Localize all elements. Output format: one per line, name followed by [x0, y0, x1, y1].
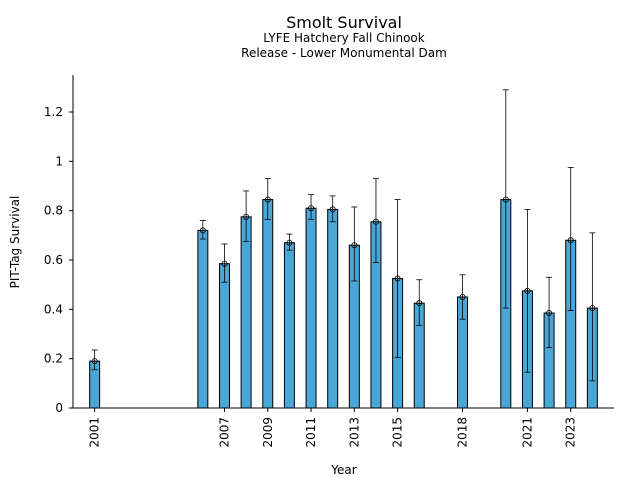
x-ticks: 2001 2007 2009 2011 2013 2015 2018 2021 2023 — [88, 408, 578, 448]
data-point-marker — [416, 300, 423, 307]
data-point-marker — [308, 205, 315, 212]
error-bar-2011 — [308, 194, 315, 220]
y-axis-label: PIT-Tag Survival — [8, 196, 22, 289]
bar-2012 — [327, 208, 339, 409]
bars-layer — [89, 199, 598, 409]
y-tick-label: 0.4 — [44, 302, 63, 316]
x-tick-label: 2015 — [391, 417, 405, 448]
data-point-marker — [264, 196, 271, 203]
error-bar-2008 — [243, 190, 250, 242]
bar-2011 — [305, 207, 317, 409]
error-bar-2007 — [221, 243, 228, 283]
data-point-marker — [199, 227, 206, 234]
error-bar-2024 — [589, 232, 596, 382]
x-tick-label: 2021 — [520, 417, 534, 448]
x-tick-label: 2009 — [261, 417, 275, 448]
y-ticks: 0 0.2 0.4 0.6 0.8 1 1.2 — [44, 105, 73, 415]
bar-2008 — [240, 216, 252, 409]
error-bar-2016 — [416, 279, 423, 326]
error-bar-2020 — [502, 89, 509, 309]
x-axis-label: Year — [330, 463, 356, 477]
error-bar-2023 — [567, 167, 574, 311]
bar-2009 — [262, 199, 274, 409]
bar-2007 — [218, 263, 230, 409]
data-point-marker — [589, 305, 596, 312]
error-bars-layer — [91, 89, 596, 382]
y-tick-label: 1 — [55, 154, 63, 168]
data-point-marker — [221, 260, 228, 267]
error-bar-2018 — [459, 274, 466, 320]
bar-2010 — [283, 242, 295, 409]
chart-subtitle-line-2: Release - Lower Monumental Dam — [241, 46, 447, 60]
data-point-marker — [329, 206, 336, 213]
y-tick-label: 0 — [55, 401, 63, 415]
data-point-marker — [243, 213, 250, 220]
error-bar-2012 — [329, 195, 336, 223]
y-tick-label: 1.2 — [44, 105, 63, 119]
chart-subtitle-line-1: LYFE Hatchery Fall Chinook — [263, 31, 424, 45]
x-tick-label: 2023 — [564, 417, 578, 448]
x-tick-label: 2018 — [456, 417, 470, 448]
data-point-marker — [546, 310, 553, 317]
y-tick-label: 0.2 — [44, 352, 63, 366]
error-bar-2014 — [372, 178, 379, 263]
y-tick-label: 0.8 — [44, 204, 63, 218]
x-tick-label: 2011 — [304, 417, 318, 448]
data-point-marker — [351, 242, 358, 249]
bar-2006 — [197, 229, 209, 409]
error-bar-2013 — [351, 206, 358, 282]
chart-title: Smolt Survival — [286, 13, 402, 32]
data-point-marker — [286, 239, 293, 246]
error-bar-2015 — [394, 199, 401, 358]
data-point-marker — [524, 287, 531, 294]
x-tick-label: 2013 — [347, 417, 361, 448]
y-tick-label: 0.6 — [44, 253, 63, 267]
data-point-marker — [91, 358, 98, 365]
error-bar-2021 — [524, 209, 531, 373]
data-point-marker — [459, 293, 466, 300]
data-point-marker — [567, 237, 574, 244]
error-bar-2022 — [546, 276, 553, 348]
x-tick-label: 2007 — [217, 417, 231, 448]
data-point-marker — [502, 196, 509, 203]
error-bar-2010 — [286, 233, 293, 251]
data-point-marker — [394, 275, 401, 282]
error-bar-2001 — [91, 349, 98, 371]
x-tick-label: 2001 — [88, 417, 102, 448]
error-bar-2009 — [264, 178, 271, 220]
error-bar-2006 — [199, 220, 206, 240]
data-point-marker — [372, 218, 379, 225]
